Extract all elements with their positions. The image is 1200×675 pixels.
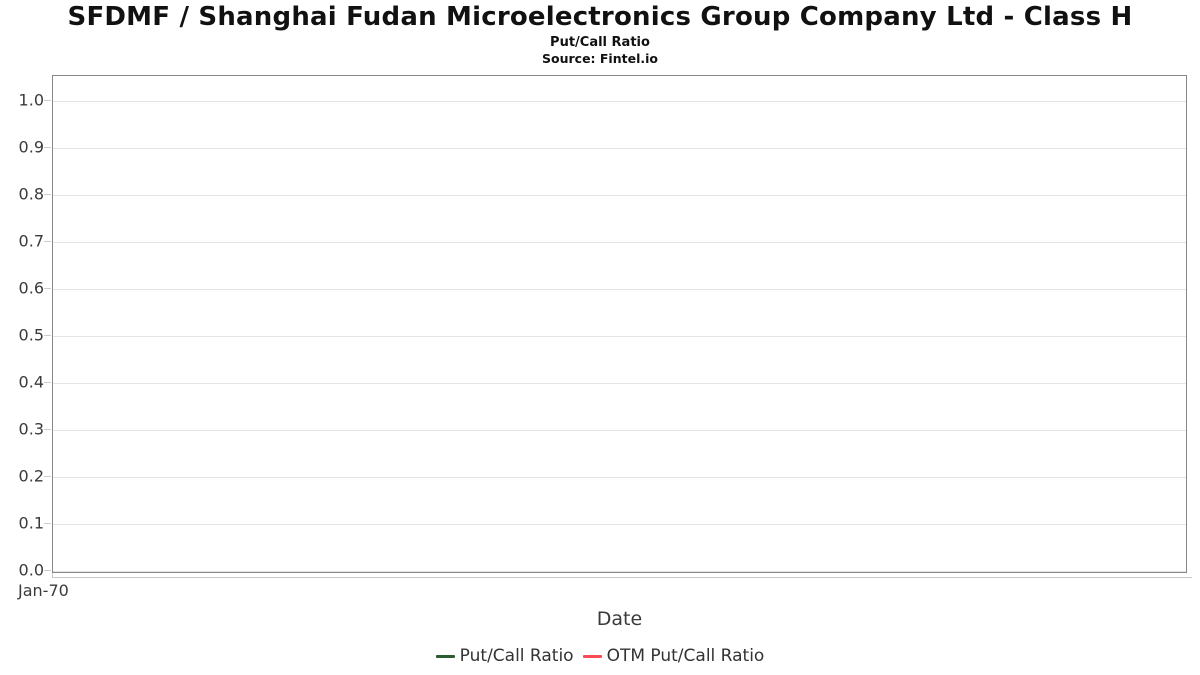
y-axis-tick-label: 1.0 [18,90,44,110]
y-axis-tick-mark [44,147,51,148]
otm-put-call-ratio-line-swatch [582,654,602,658]
y-axis-tick-label: 0.2 [18,466,44,486]
chart-title: SFDMF / Shanghai Fudan Microelectronics … [67,2,1133,32]
legend-label: Put/Call Ratio [459,646,574,666]
y-axis-tick-label: 0.8 [18,184,44,204]
y-axis-tick-mark [44,476,51,477]
y-axis-tick-mark [44,570,51,571]
gridline [53,148,1186,149]
y-axis-tick-mark [44,241,51,242]
gridline [53,101,1186,102]
y-axis-tick-mark [44,100,51,101]
chart-legend: Put/Call Ratio OTM Put/Call Ratio [0,646,1200,666]
legend-item-put-call-ratio[interactable]: Put/Call Ratio [435,646,574,666]
legend-label: OTM Put/Call Ratio [606,646,765,666]
gridline [53,524,1186,525]
y-axis-tick-label: 0.3 [18,419,44,439]
gridline [53,477,1186,478]
gridline [53,430,1186,431]
chart-source: Source: Fintel.io [542,51,658,66]
gridline [53,571,1186,572]
y-axis-tick-label: 0.7 [18,231,44,251]
y-axis-tick-label: 0.4 [18,372,44,392]
x-axis-tick-mark [52,573,53,578]
y-axis-tick-mark [44,335,51,336]
y-axis-tick-label: 0.1 [18,513,44,533]
put-call-ratio-line-swatch [435,654,455,658]
gridline [53,289,1186,290]
y-axis-tick-mark [44,382,51,383]
y-axis-tick-label: 0.9 [18,137,44,157]
y-axis-tick-mark [44,288,51,289]
x-axis-tick-label: Jan-70 [18,581,69,600]
gridline [53,383,1186,384]
plot-area [52,75,1187,573]
y-axis-tick-mark [44,429,51,430]
legend-item-otm-put-call-ratio[interactable]: OTM Put/Call Ratio [582,646,765,666]
gridline [53,242,1186,243]
y-axis-tick-mark [44,523,51,524]
gridline [53,195,1186,196]
y-axis-tick-label: 0.0 [18,560,44,580]
x-axis-title: Date [596,608,643,630]
y-axis-tick-label: 0.5 [18,325,44,345]
x-axis-line [52,577,1192,578]
gridline [53,336,1186,337]
y-axis-tick-label: 0.6 [18,278,44,298]
chart-subtitle: Put/Call Ratio [550,35,650,50]
y-axis-tick-mark [44,194,51,195]
